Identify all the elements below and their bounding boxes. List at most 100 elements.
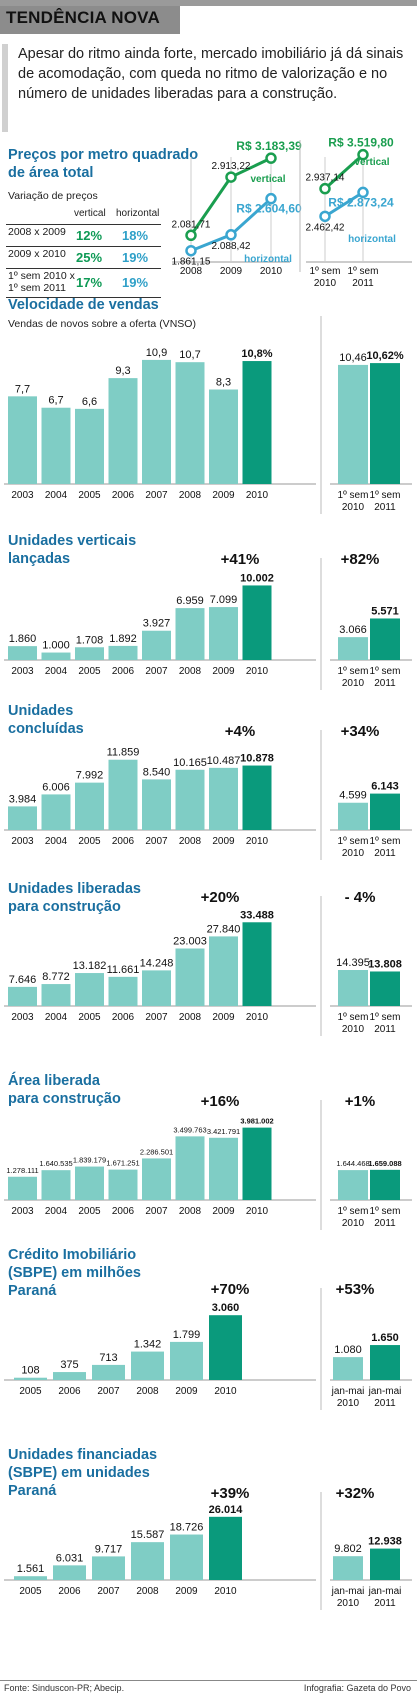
table-row: 2008 x 2009 12% 18% <box>6 224 161 247</box>
side-bar-value-label: 6.143 <box>371 781 399 793</box>
bar-2005 <box>75 782 104 830</box>
point-label: 2.913,22 <box>212 161 251 172</box>
bar-2010 <box>209 1315 242 1380</box>
lancadas-title-line1: Unidades verticais <box>8 533 137 549</box>
side-tick-label: 2010 <box>342 1024 365 1035</box>
bar-2006 <box>53 1565 86 1580</box>
side-bar-1 <box>370 971 400 1006</box>
x-tick-label: 2010 <box>260 266 283 277</box>
concluidas-title-line1: Unidades <box>8 703 74 719</box>
bar-value-label: 10.165 <box>173 757 207 769</box>
x-tick-label: 2010 <box>246 666 269 677</box>
bar-value-label: 26.014 <box>209 1504 244 1516</box>
x-tick-label: 2010 <box>246 1012 269 1023</box>
side-tick-label: jan-mai <box>331 1386 365 1397</box>
x-tick-label: 2007 <box>145 1012 168 1023</box>
x-tick-label: 2009 <box>175 1586 198 1597</box>
x-tick-label: 2004 <box>45 1206 68 1217</box>
bar-2007 <box>142 359 171 484</box>
bar-value-label: 1.892 <box>109 633 137 645</box>
bar-value-label: 10,7 <box>179 349 200 361</box>
side-bar-0 <box>338 364 368 484</box>
x-tick-label: 2004 <box>45 490 68 501</box>
series-note-horizontal: horizontal <box>348 234 396 245</box>
change-label: +4% <box>225 723 255 740</box>
prices-subtitle: Variação de preços <box>8 190 98 202</box>
area-title-line2: para construção <box>8 1091 121 1107</box>
bar-2007 <box>142 1158 171 1200</box>
point-label: 2.081,71 <box>172 219 211 230</box>
credito-title-line1: Crédito Imobiliário <box>8 1247 137 1263</box>
side-change-label: +1% <box>345 1093 375 1110</box>
bar-2005 <box>75 1166 104 1200</box>
series-point-horizontal <box>319 210 331 223</box>
change-label: +20% <box>201 889 240 906</box>
bar-value-label: 6.031 <box>56 1552 84 1564</box>
side-change-label: +53% <box>336 1281 375 1298</box>
bar-2009 <box>209 607 238 660</box>
x-tick-label: 2003 <box>11 836 34 847</box>
bar-2006 <box>108 976 138 1006</box>
bar-value-label: 10.878 <box>240 753 274 765</box>
bar-2009 <box>209 1137 238 1200</box>
side-bar-value-label: 3.066 <box>339 624 367 636</box>
x-tick-label: 2003 <box>11 1012 34 1023</box>
series-point-horizontal <box>265 192 277 205</box>
side-tick-label: jan-mai <box>331 1586 365 1597</box>
series-note-vertical: vertical <box>354 157 389 168</box>
side-bar-value-label: 4.599 <box>339 790 367 802</box>
side-bar-value-label: 1.659.088 <box>368 1159 401 1168</box>
prices-title-line1: Preços por metro quadrado <box>8 147 199 163</box>
x-tick-label: 2005 <box>19 1386 42 1397</box>
bar-2007 <box>142 779 171 830</box>
bar-2005 <box>75 647 104 660</box>
bar-2009 <box>170 1534 203 1580</box>
bar-value-label: 8.772 <box>42 971 70 983</box>
side-bar-0 <box>333 1556 363 1580</box>
side-bar-value-label: 14.395 <box>336 957 370 969</box>
side-tick-label: 1º sem <box>338 836 369 847</box>
side-tick-label: 2010 <box>342 1218 365 1229</box>
side-change-label: +82% <box>341 551 380 568</box>
bar-value-label: 3.060 <box>212 1302 240 1314</box>
table-row: 2009 x 2010 25% 19% <box>6 246 161 269</box>
bar-value-label: 10,9 <box>146 347 167 359</box>
bar-2008 <box>175 1136 205 1200</box>
x-tick-label: 2010 <box>246 1206 269 1217</box>
x-tick-label: 2009 <box>212 1206 235 1217</box>
bar-value-label: 18.726 <box>170 1522 204 1534</box>
bar-2008 <box>175 362 205 484</box>
side-bar-1 <box>370 793 400 830</box>
x-tick-label: 2006 <box>112 666 135 677</box>
vertical-value: 12% <box>76 228 103 243</box>
side-bar-value-label: 9.802 <box>334 1543 362 1555</box>
x-tick-label: 2008 <box>136 1386 159 1397</box>
bar-2004 <box>41 794 71 830</box>
side-tick-label: 2011 <box>374 678 396 689</box>
side-bar-0 <box>338 637 368 660</box>
bar-value-label: 108 <box>21 1365 39 1377</box>
horizontal-value: 18% <box>122 228 149 243</box>
page-title: TENDÊNCIA NOVA <box>6 8 160 27</box>
bar-2008 <box>175 769 205 830</box>
bar-value-label: 3.981.002 <box>240 1117 273 1126</box>
x-tick-label: 2010 <box>214 1386 237 1397</box>
intro-text: Apesar do ritmo ainda forte, mercado imo… <box>18 46 404 102</box>
bar-2010 <box>209 1516 242 1580</box>
bar-value-label: 1.342 <box>134 1339 162 1351</box>
table-row: 1º sem 2010 x 1º sem 2011 17% 19% <box>6 268 161 298</box>
bar-2009 <box>170 1341 203 1380</box>
bar-2008 <box>131 1351 164 1380</box>
bar-value-label: 10,8% <box>241 348 272 360</box>
x-tick-label: 2009 <box>175 1386 198 1397</box>
side-change-label: +34% <box>341 723 380 740</box>
bar-2003 <box>8 806 37 830</box>
bar-value-label: 10.487 <box>207 755 241 767</box>
side-bar-0 <box>338 802 368 830</box>
vertical-value: 17% <box>76 275 103 290</box>
side-bar-1 <box>370 1169 400 1200</box>
side-tick-label: 1º sem <box>338 490 369 501</box>
point-label: R$ 2.873,24 <box>328 195 394 209</box>
bar-value-label: 8,3 <box>216 377 231 389</box>
